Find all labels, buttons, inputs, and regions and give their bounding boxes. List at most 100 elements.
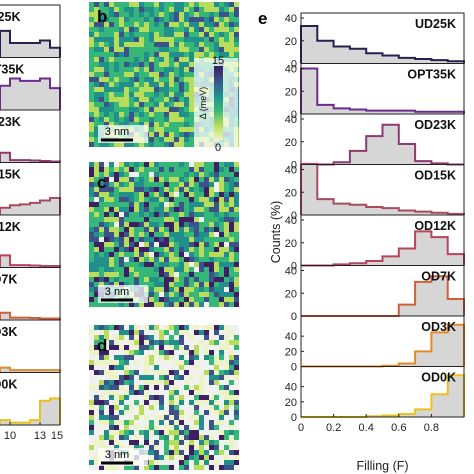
map-pixel — [99, 465, 104, 470]
map-pixel — [119, 7, 124, 12]
map-pixel — [144, 197, 149, 202]
map-pixel — [174, 257, 179, 262]
map-pixel — [139, 102, 144, 107]
map-pixel — [89, 62, 94, 67]
map-pixel — [179, 330, 184, 335]
map-pixel — [189, 420, 194, 425]
map-pixel — [184, 242, 189, 247]
map-pixel — [184, 2, 189, 7]
map-pixel — [194, 277, 199, 282]
map-pixel — [144, 7, 149, 12]
map-pixel — [109, 375, 114, 380]
map-pixel — [209, 172, 214, 177]
map-pixel — [169, 385, 174, 390]
map-pixel — [104, 202, 109, 207]
map-pixel — [179, 292, 184, 297]
map-pixel — [224, 292, 229, 297]
map-pixel — [134, 232, 139, 237]
map-pixel — [169, 12, 174, 17]
map-pixel — [154, 395, 159, 400]
map-pixel — [144, 465, 149, 470]
map-pixel — [149, 37, 154, 42]
map-pixel — [134, 27, 139, 32]
map-pixel — [109, 202, 114, 207]
map-pixel — [179, 425, 184, 430]
map-pixel — [209, 197, 214, 202]
map-pixel — [94, 445, 99, 450]
map-pixel — [204, 330, 209, 335]
map-pixel — [229, 455, 234, 460]
map-pixel — [114, 107, 119, 112]
map-pixel — [184, 252, 189, 257]
left-series-label: OD23K — [0, 115, 21, 129]
map-pixel — [124, 325, 129, 330]
map-pixel — [214, 52, 219, 57]
map-pixel — [164, 227, 169, 232]
map-pixel — [164, 102, 169, 107]
map-pixel — [184, 197, 189, 202]
map-pixel — [199, 395, 204, 400]
map-pixel — [99, 17, 104, 22]
map-pixel — [144, 117, 149, 122]
map-pixel — [89, 460, 94, 465]
map-pixel — [214, 287, 219, 292]
map-pixel — [124, 445, 129, 450]
map-pixel — [184, 117, 189, 122]
map-pixel — [174, 22, 179, 27]
map-pixel — [154, 415, 159, 420]
map-pixel — [179, 370, 184, 375]
map-pixel — [179, 385, 184, 390]
map-pixel — [199, 187, 204, 192]
map-pixel — [164, 455, 169, 460]
panel-frame — [300, 366, 465, 418]
map-pixel — [154, 272, 159, 277]
map-pixel — [89, 325, 94, 330]
map-pixel — [184, 87, 189, 92]
map-pixel — [214, 415, 219, 420]
map-pixel — [154, 172, 159, 177]
map-pixel — [209, 350, 214, 355]
map-pixel — [119, 27, 124, 32]
map-pixel — [189, 345, 194, 350]
map-pixel — [159, 445, 164, 450]
x-tick-label: 0 — [298, 422, 304, 434]
x-tick-label: 0.6 — [391, 422, 406, 434]
map-pixel — [104, 187, 109, 192]
map-pixel — [159, 370, 164, 375]
map-pixel — [134, 37, 139, 42]
map-pixel — [204, 202, 209, 207]
map-pixel — [129, 142, 134, 147]
map-pixel — [114, 67, 119, 72]
map-pixel — [154, 72, 159, 77]
map-pixel — [119, 32, 124, 37]
map-pixel — [204, 380, 209, 385]
map-pixel — [119, 87, 124, 92]
map-pixel — [94, 262, 99, 267]
map-pixel — [124, 405, 129, 410]
map-pixel — [194, 350, 199, 355]
map-pixel — [214, 177, 219, 182]
map-pixel — [134, 192, 139, 197]
map-pixel — [134, 67, 139, 72]
map-pixel — [209, 365, 214, 370]
map-pixel — [144, 302, 149, 307]
map-pixel — [144, 267, 149, 272]
map-pixel — [169, 297, 174, 302]
map-pixel — [219, 297, 224, 302]
map-pixel — [174, 292, 179, 297]
map-pixel — [184, 72, 189, 77]
map-pixel — [184, 27, 189, 32]
map-pixel — [104, 122, 109, 127]
map-pixel — [174, 252, 179, 257]
map-pixel — [159, 7, 164, 12]
map-pixel — [169, 77, 174, 82]
map-pixel — [124, 257, 129, 262]
map-pixel — [119, 425, 124, 430]
map-pixel — [224, 27, 229, 32]
map-pixel — [149, 350, 154, 355]
map-pixel — [114, 37, 119, 42]
map-pixel — [164, 355, 169, 360]
map-pixel — [144, 52, 149, 57]
map-pixel — [114, 325, 119, 330]
